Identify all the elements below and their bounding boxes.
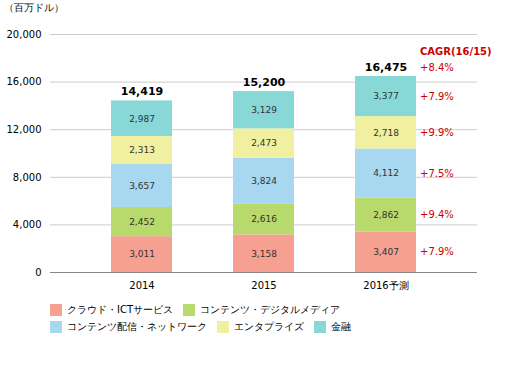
html-text:金融: 金融 xyxy=(331,320,351,332)
svg-text:15,200: 15,200 xyxy=(243,76,286,89)
svg-text:2,862: 2,862 xyxy=(373,210,399,220)
svg-text:12,000: 12,000 xyxy=(7,124,42,135)
svg-text:16,000: 16,000 xyxy=(7,76,42,87)
svg-text:8,000: 8,000 xyxy=(13,172,42,183)
svg-text:3,377: 3,377 xyxy=(373,91,399,101)
svg-text:2015: 2015 xyxy=(251,280,276,291)
svg-text:3,824: 3,824 xyxy=(251,176,277,186)
svg-text:14,419: 14,419 xyxy=(121,85,163,98)
svg-text:3,129: 3,129 xyxy=(251,105,277,115)
svg-text:+8.4%: +8.4% xyxy=(420,62,454,73)
svg-text:16,475: 16,475 xyxy=(365,61,407,74)
svg-text:3,657: 3,657 xyxy=(129,181,155,191)
html-text:クラウド・ICTサービス: クラウド・ICTサービス xyxy=(67,304,173,316)
svg-text:3,407: 3,407 xyxy=(373,247,399,257)
svg-text:2,616: 2,616 xyxy=(251,214,277,224)
svg-text:+9.9%: +9.9% xyxy=(420,127,454,138)
svg-text:4,112: 4,112 xyxy=(373,168,399,178)
svg-text:2,718: 2,718 xyxy=(373,128,399,138)
svg-text:CAGR(16/15): CAGR(16/15) xyxy=(420,46,492,57)
svg-text:3,011: 3,011 xyxy=(129,249,155,259)
svg-text:+9.4%: +9.4% xyxy=(420,209,454,220)
svg-text:+7.9%: +7.9% xyxy=(420,246,454,257)
svg-text:2,473: 2,473 xyxy=(251,138,277,148)
html-text:エンタプライズ: エンタプライズ xyxy=(234,320,304,332)
svg-text:4,000: 4,000 xyxy=(13,219,42,230)
svg-text:2,987: 2,987 xyxy=(129,114,155,124)
svg-text:+7.9%: +7.9% xyxy=(420,91,454,102)
svg-text:+7.5%: +7.5% xyxy=(420,168,454,179)
svg-text:3,158: 3,158 xyxy=(251,249,277,259)
svg-text:2014: 2014 xyxy=(129,280,154,291)
svg-text:（百万ドル）: （百万ドル） xyxy=(4,2,64,13)
svg-text:2,313: 2,313 xyxy=(129,145,155,155)
svg-text:2,452: 2,452 xyxy=(129,217,155,227)
svg-text:0: 0 xyxy=(35,267,41,278)
html-text:コンテンツ配信・ネットワーク: コンテンツ配信・ネットワーク xyxy=(67,320,207,332)
svg-text:20,000: 20,000 xyxy=(7,29,42,40)
svg-text:2016予測: 2016予測 xyxy=(363,280,408,291)
html-text:コンテンツ・デジタルメディア: コンテンツ・デジタルメディア xyxy=(200,304,340,316)
